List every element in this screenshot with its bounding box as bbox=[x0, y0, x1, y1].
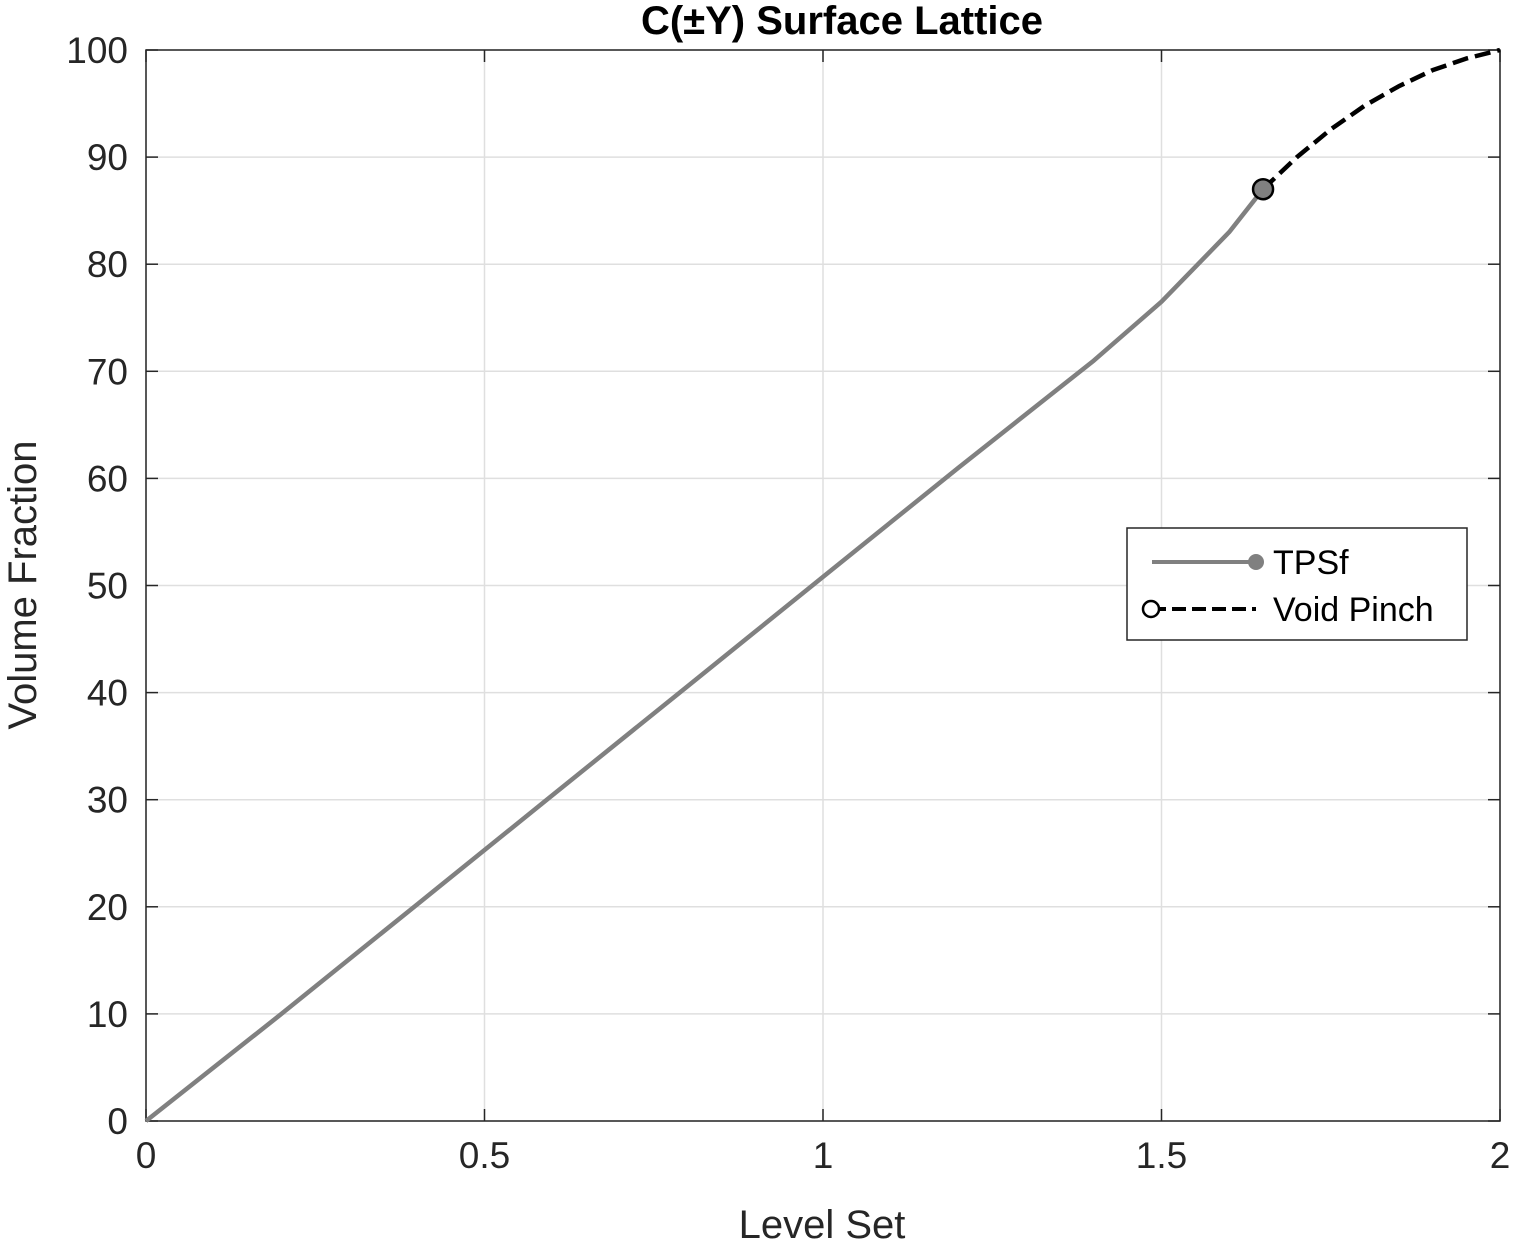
chart-title: C(±Y) Surface Lattice bbox=[641, 0, 1043, 43]
axes bbox=[145, 49, 1501, 1122]
series-lines bbox=[144, 47, 1501, 1123]
y-tick-label-8: 80 bbox=[87, 244, 128, 285]
y-tick-label-4: 40 bbox=[87, 673, 128, 714]
series-line-0 bbox=[144, 187, 1265, 1123]
legend-box bbox=[1126, 527, 1468, 641]
series-line-1 bbox=[1261, 47, 1501, 191]
legend-marker-void-pinch bbox=[1141, 599, 1161, 619]
marker-point-0 bbox=[1251, 177, 1275, 201]
y-tick-label-10: 100 bbox=[66, 30, 128, 71]
x-tick-label-1: 0.5 bbox=[459, 1135, 510, 1176]
legend-label-tpsf: TPSf bbox=[1273, 544, 1349, 582]
y-tick-label-2: 20 bbox=[87, 887, 128, 928]
y-tick-label-3: 30 bbox=[87, 780, 128, 821]
y-tick-label-5: 50 bbox=[87, 566, 128, 607]
x-tick-label-0: 0 bbox=[136, 1135, 157, 1176]
x-tick-label-2: 1 bbox=[813, 1135, 834, 1176]
y-tick-label-6: 60 bbox=[87, 458, 128, 499]
y-axis-label: Volume Fraction bbox=[1, 440, 45, 729]
x-axis-label: Level Set bbox=[739, 1203, 906, 1244]
x-tick-label-4: 2 bbox=[1490, 1135, 1511, 1176]
y-tick-label-7: 70 bbox=[87, 351, 128, 392]
y-tick-label-0: 0 bbox=[107, 1101, 128, 1142]
x-tick-label-3: 1.5 bbox=[1136, 1135, 1187, 1176]
legend: TPSf Void Pinch bbox=[1126, 527, 1468, 641]
data-markers bbox=[1251, 177, 1275, 201]
y-tick-label-1: 10 bbox=[87, 994, 128, 1035]
y-tick-label-9: 90 bbox=[87, 137, 128, 178]
legend-label-void-pinch: Void Pinch bbox=[1273, 591, 1434, 629]
legend-marker-tpsf bbox=[1248, 554, 1264, 570]
